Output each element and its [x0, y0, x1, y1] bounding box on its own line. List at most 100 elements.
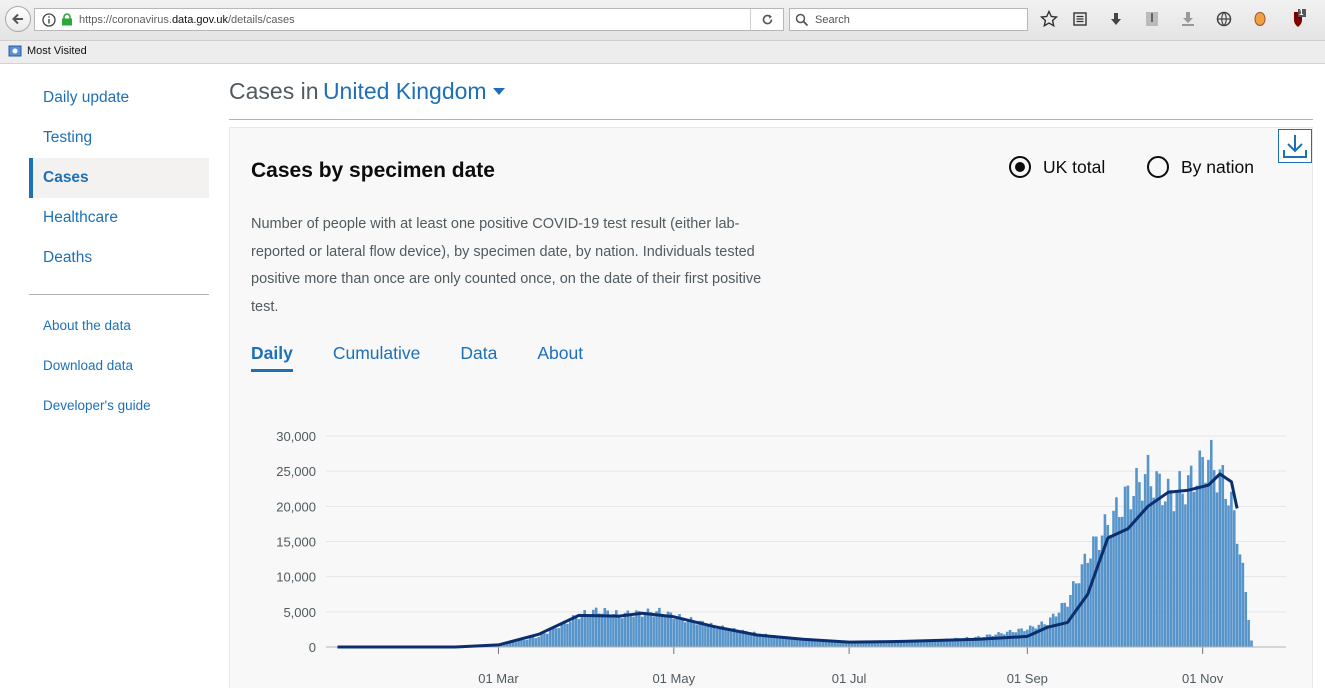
daily-cases-bar — [1000, 633, 1003, 647]
daily-cases-bar — [546, 634, 549, 647]
daily-cases-bar — [707, 626, 710, 647]
daily-cases-bar — [1219, 469, 1222, 647]
daily-cases-bar — [632, 617, 635, 647]
ublock-icon[interactable]: 1 — [1286, 9, 1306, 29]
daily-cases-bar — [989, 634, 992, 647]
extension-globe-icon[interactable] — [1214, 9, 1234, 29]
search-bar[interactable]: Search — [789, 8, 1028, 31]
daily-cases-bar — [601, 614, 604, 647]
daily-cases-bar — [529, 638, 532, 647]
daily-cases-bar — [621, 618, 624, 647]
daily-cases-bar — [1210, 440, 1213, 647]
caret-down-icon — [493, 88, 505, 95]
info-icon[interactable] — [42, 13, 56, 27]
daily-cases-bar — [558, 628, 561, 647]
daily-cases-bar — [578, 619, 581, 647]
x-tick-label: 01 Nov — [1182, 671, 1224, 686]
extension-fox-icon[interactable] — [1250, 9, 1270, 29]
daily-cases-bar — [790, 639, 793, 647]
daily-cases-bar — [612, 614, 615, 647]
bookmark-star-icon[interactable] — [1039, 9, 1059, 29]
zip-icon[interactable] — [1142, 9, 1162, 29]
daily-cases-bar — [1095, 537, 1098, 647]
daily-cases-bar — [1236, 544, 1239, 647]
about-the-data-link[interactable]: About the data — [29, 315, 209, 355]
daily-cases-bar — [1052, 614, 1055, 647]
daily-cases-bar — [1138, 482, 1141, 647]
downloads-icon[interactable] — [1178, 9, 1198, 29]
sidebar-item-deaths[interactable]: Deaths — [29, 238, 209, 278]
daily-cases-bar — [822, 641, 825, 647]
daily-cases-bar — [1190, 466, 1193, 647]
daily-cases-bar — [727, 631, 730, 647]
daily-cases-bar — [1104, 514, 1107, 647]
daily-cases-bar — [566, 624, 569, 647]
sidebar-item-testing[interactable]: Testing — [29, 118, 209, 158]
url-text[interactable]: https://coronavirus.data.gov.uk/details/… — [79, 14, 295, 26]
daily-cases-bar — [1006, 632, 1009, 647]
x-tick-label: 01 Jul — [832, 671, 867, 686]
daily-cases-bar — [681, 617, 684, 647]
daily-cases-bar — [994, 635, 997, 647]
daily-cases-bar — [589, 616, 592, 647]
page-title: Cases in United Kingdom — [229, 78, 1313, 120]
daily-cases-bar — [638, 611, 641, 647]
daily-cases-bar — [1193, 492, 1196, 647]
daily-cases-bar — [1015, 632, 1018, 647]
daily-cases-bar — [1058, 613, 1061, 647]
daily-cases-bar — [1032, 627, 1035, 647]
sidebar-item-daily-update[interactable]: Daily update — [29, 78, 209, 118]
daily-cases-bar — [779, 638, 782, 647]
browser-toolbar: https://coronavirus.data.gov.uk/details/… — [0, 0, 1325, 41]
download-arrow-icon[interactable] — [1106, 9, 1126, 29]
daily-cases-bar — [1164, 501, 1167, 647]
x-tick-label: 01 Sep — [1007, 671, 1048, 686]
daily-cases-bar — [523, 640, 526, 647]
daily-cases-bar — [624, 613, 627, 647]
back-button[interactable] — [5, 6, 31, 32]
daily-cases-bar — [641, 617, 644, 647]
reading-list-icon[interactable] — [1070, 9, 1090, 29]
daily-cases-bar — [629, 616, 632, 647]
download-data-link[interactable]: Download data — [29, 355, 209, 395]
x-tick-label: 01 May — [652, 671, 695, 686]
daily-cases-bar — [1124, 487, 1127, 647]
reload-button[interactable] — [750, 9, 783, 30]
page-title-prefix: Cases in — [229, 78, 318, 104]
url-bar[interactable]: https://coronavirus.data.gov.uk/details/… — [34, 8, 784, 31]
most-visited-bookmark[interactable]: Most Visited — [8, 44, 87, 58]
daily-cases-bar — [517, 641, 520, 647]
sidebar-nav: Daily update Testing Cases Healthcare De… — [29, 78, 209, 435]
daily-cases-bar — [549, 630, 552, 647]
daily-cases-bar — [1161, 505, 1164, 647]
area-selector[interactable]: United Kingdom — [323, 78, 505, 104]
sidebar-item-healthcare[interactable]: Healthcare — [29, 198, 209, 238]
daily-cases-bar — [652, 616, 655, 647]
daily-cases-bar — [1173, 511, 1176, 647]
daily-cases-bar — [1147, 455, 1150, 647]
daily-cases-bar — [1196, 486, 1199, 647]
developers-guide-link[interactable]: Developer's guide — [29, 395, 209, 435]
most-visited-label: Most Visited — [27, 45, 87, 57]
daily-cases-bar — [552, 627, 555, 647]
daily-cases-bar — [661, 614, 664, 647]
daily-cases-bar — [537, 637, 540, 647]
lock-icon — [61, 13, 73, 26]
daily-cases-bar — [1121, 517, 1124, 647]
daily-cases-bar — [1155, 471, 1158, 647]
daily-cases-bar — [598, 613, 601, 647]
daily-cases-bar — [1075, 583, 1078, 647]
daily-cases-bar — [704, 626, 707, 647]
daily-cases-bar — [1227, 505, 1230, 647]
daily-cases-bar — [1055, 616, 1058, 647]
sidebar-item-cases[interactable]: Cases — [29, 158, 209, 198]
daily-cases-bar — [526, 640, 529, 647]
daily-cases-bar — [782, 638, 785, 647]
daily-cases-bar — [675, 618, 678, 647]
url-path: /details/cases — [228, 14, 295, 26]
daily-cases-bar — [695, 624, 698, 647]
daily-cases-bar — [1150, 486, 1153, 647]
daily-cases-bar — [1109, 535, 1112, 647]
daily-cases-bar — [1198, 451, 1201, 647]
